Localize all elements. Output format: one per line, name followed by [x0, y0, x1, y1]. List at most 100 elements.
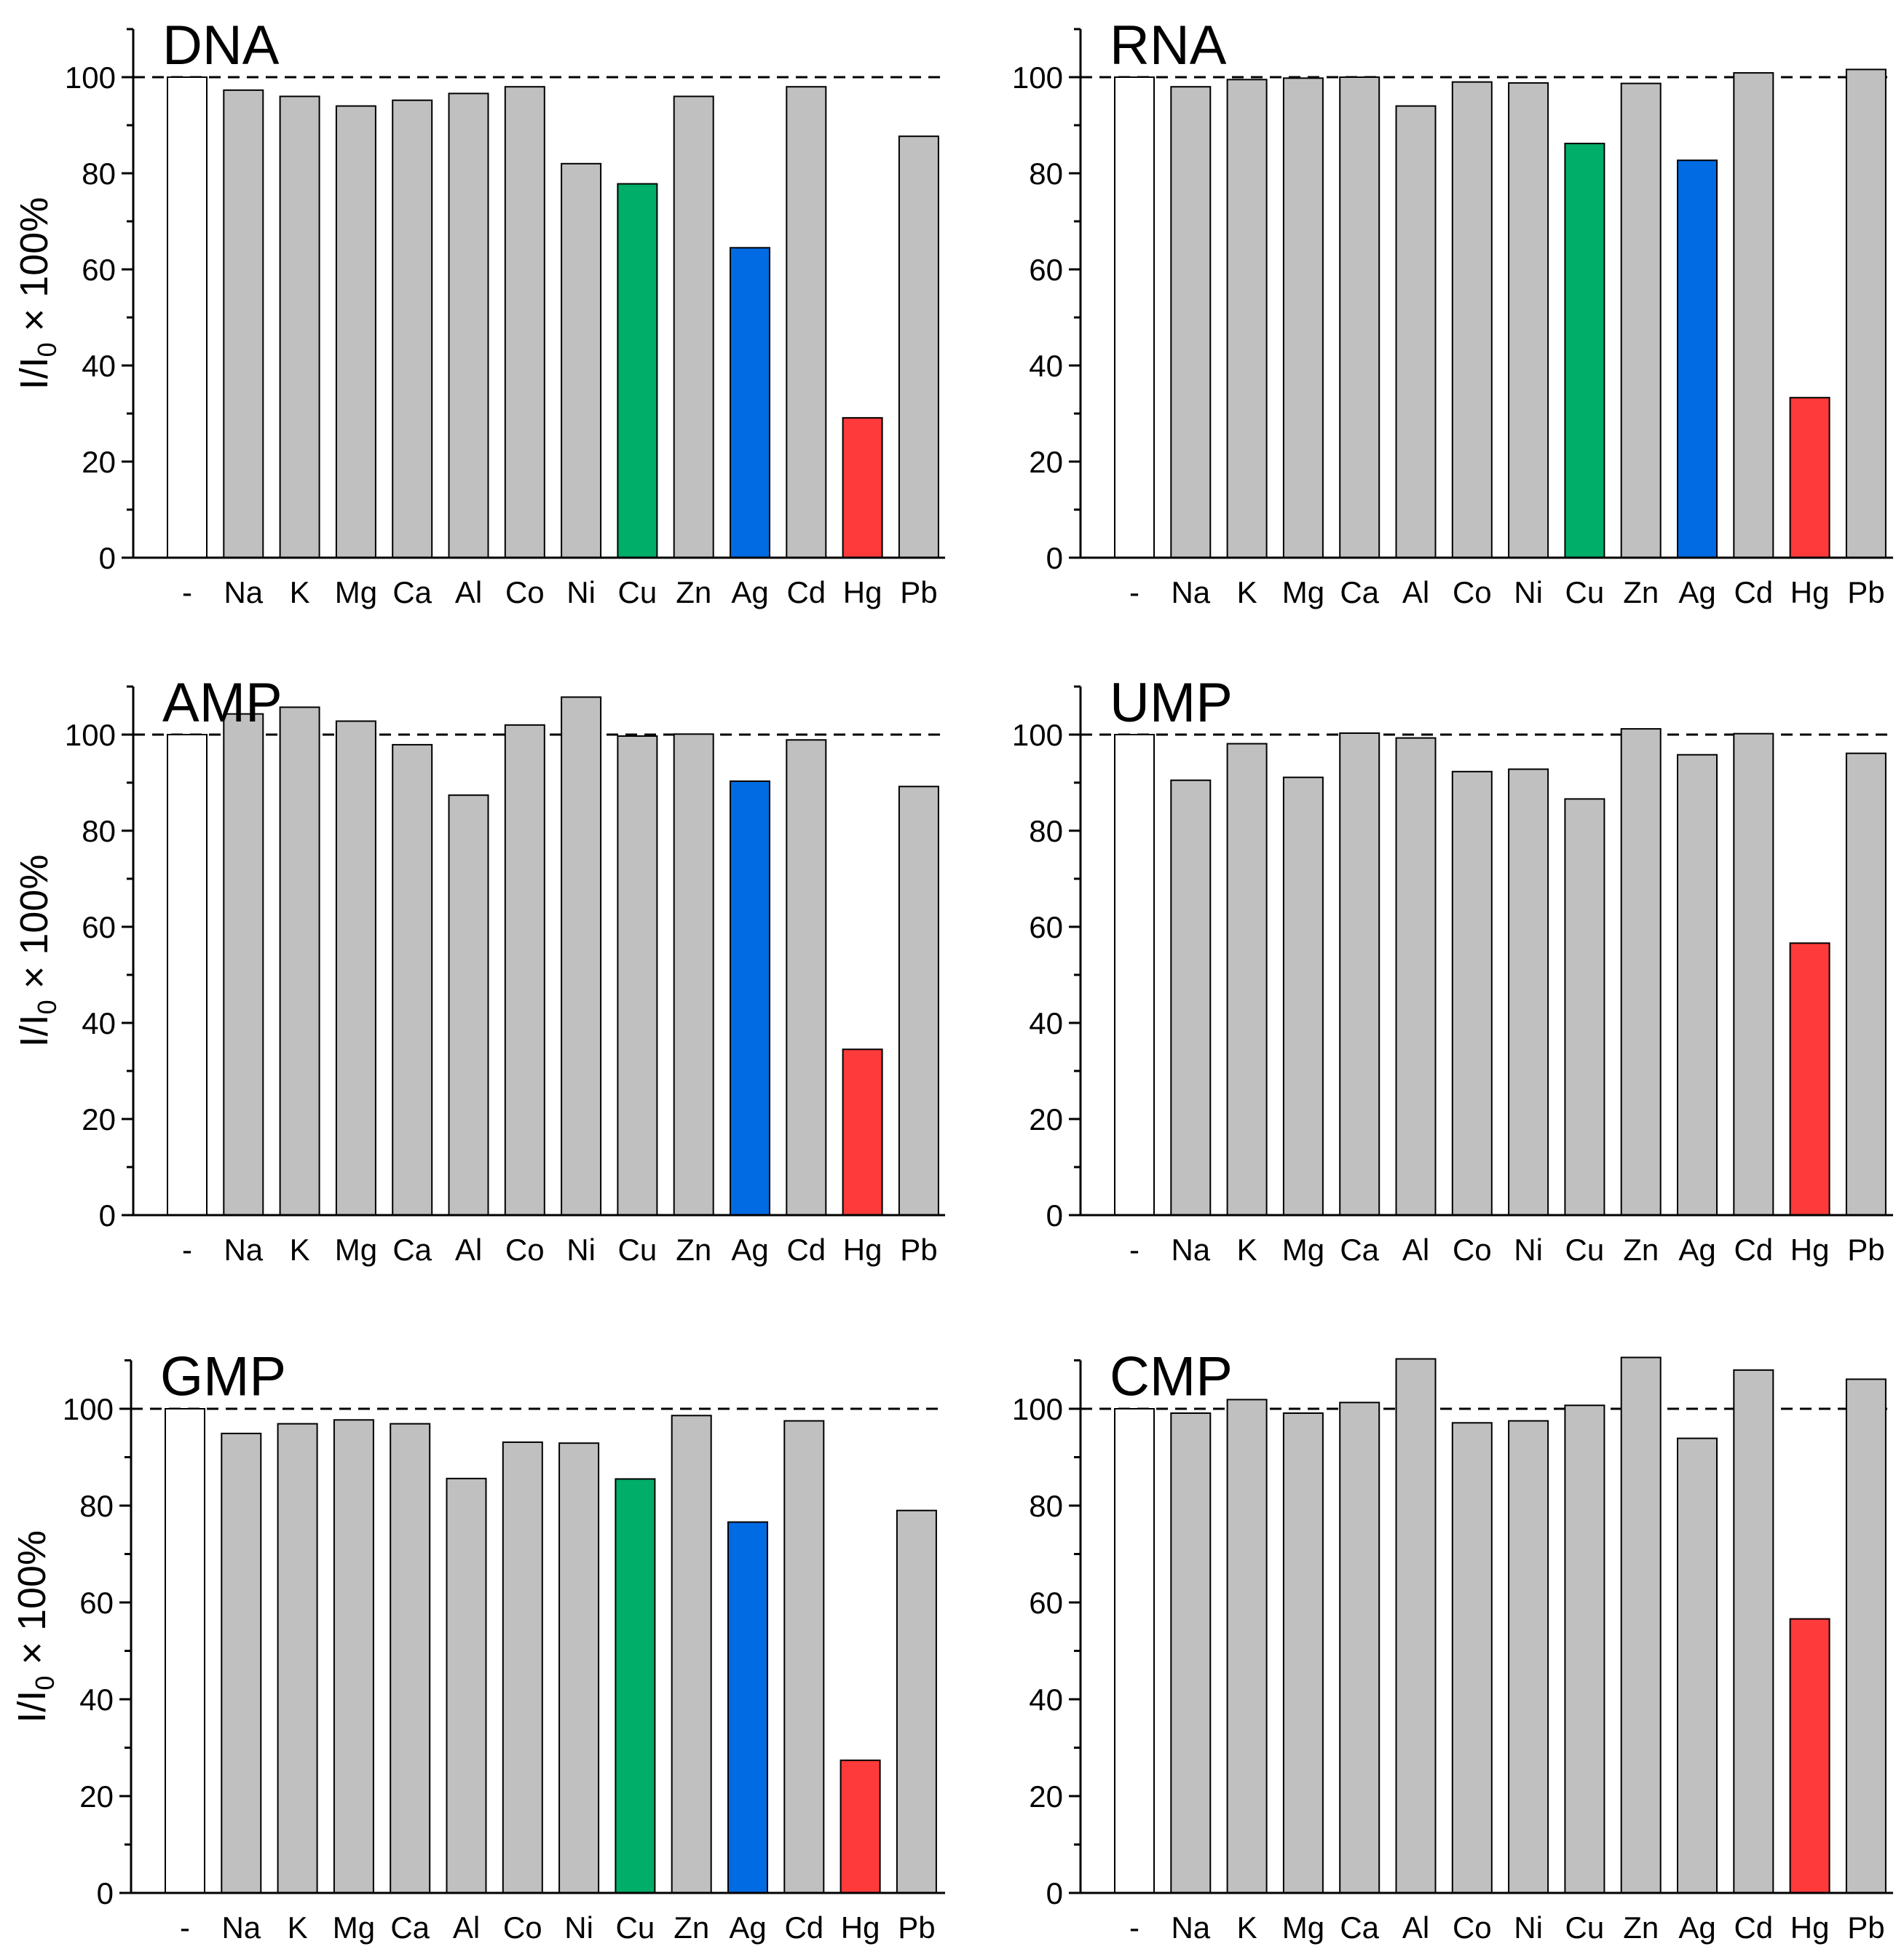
x-tick-label: Ag	[729, 1910, 766, 1945]
bar-ump-control	[1114, 734, 1155, 1216]
y-tick-label: 40	[79, 1683, 114, 1717]
x-tick-label: Ca	[1340, 1233, 1379, 1267]
bar-rna-cd	[1733, 72, 1774, 559]
bar-gmp-cu	[615, 1478, 656, 1894]
x-tick-label: Na	[1171, 1910, 1210, 1945]
x-tick-label: Cu	[618, 1233, 657, 1267]
x-tick-label: Na	[1171, 1233, 1210, 1267]
bar-dna-ca	[392, 99, 433, 558]
x-tick-label: Al	[455, 575, 482, 609]
bar-ump-al	[1395, 737, 1437, 1216]
panel-title: AMP	[162, 672, 283, 734]
bar-dna-k	[279, 95, 320, 558]
y-tick-label: 100	[65, 60, 116, 95]
y-tick-label: 100	[65, 718, 116, 752]
bar-cmp-control	[1114, 1408, 1155, 1894]
bar-rna-k	[1226, 79, 1268, 559]
x-tick-label: Cd	[786, 575, 826, 609]
x-tick-label: Cd	[784, 1910, 823, 1945]
bar-amp-zn	[673, 733, 714, 1216]
x-tick-label: Co	[505, 1233, 545, 1267]
bar-cmp-ca	[1339, 1401, 1380, 1894]
y-tick-label: 80	[1029, 157, 1063, 191]
x-tick-label: Co	[1453, 1233, 1492, 1267]
bar-amp-hg	[842, 1048, 883, 1217]
bar-dna-control	[167, 76, 208, 558]
x-tick-label: Co	[505, 575, 545, 609]
x-tick-label: Mg	[335, 575, 377, 609]
y-tick-label: 80	[1029, 814, 1063, 848]
bar-dna-co	[504, 86, 545, 558]
bar-rna-control	[1114, 76, 1155, 558]
x-tick-label: Pb	[898, 1910, 935, 1945]
bar-rna-na	[1170, 86, 1212, 558]
x-tick-label: Mg	[1282, 1910, 1324, 1945]
panel-title: UMP	[1110, 672, 1233, 734]
y-tick-label: 0	[1046, 541, 1063, 575]
bar-amp-ca	[392, 743, 433, 1216]
x-tick-label: Pb	[900, 575, 937, 609]
y-tick-label: 20	[1029, 445, 1063, 479]
bar-cmp-na	[1170, 1412, 1212, 1894]
bar-cmp-pb	[1845, 1378, 1887, 1894]
bar-cmp-zn	[1620, 1356, 1662, 1894]
bar-rna-hg	[1789, 397, 1830, 559]
bar-dna-al	[448, 92, 489, 558]
y-tick-label: 0	[99, 541, 116, 575]
bar-ump-zn	[1620, 728, 1662, 1216]
bar-amp-k	[279, 706, 320, 1216]
x-tick-label: Co	[503, 1910, 542, 1945]
bar-amp-ag	[730, 780, 770, 1216]
y-tick-label: 60	[79, 1586, 114, 1620]
panel-ump: - Na K Mg Ca Al Co Ni Cu Zn Ag Cd Hg Pb 0 20 40 60 80 100 UM…	[1012, 672, 1893, 1267]
x-tick-label: K	[1237, 1233, 1257, 1267]
bar-rna-al	[1395, 105, 1437, 559]
bar-gmp-hg	[840, 1759, 881, 1894]
x-tick-label: Co	[1453, 575, 1492, 609]
bar-gmp-control	[165, 1408, 205, 1894]
bar-gmp-ni	[558, 1442, 600, 1894]
bar-cmp-ni	[1508, 1420, 1549, 1894]
bar-gmp-co	[502, 1441, 543, 1894]
bar-amp-al	[448, 794, 489, 1216]
bar-dna-ag	[730, 247, 770, 558]
y-tick-label: 20	[1029, 1779, 1063, 1814]
x-tick-label: Hg	[1790, 1910, 1830, 1945]
x-tick-label: Cu	[1565, 1233, 1605, 1267]
x-tick-label: Al	[455, 1233, 482, 1267]
y-tick-label: 20	[82, 1102, 116, 1136]
bar-amp-mg	[335, 720, 376, 1216]
x-tick-label: Mg	[333, 1910, 375, 1945]
panel-title: RNA	[1110, 15, 1227, 76]
panel-cmp: - Na K Mg Ca Al Co Ni Cu Zn Ag Cd Hg Pb 0 20 40 60 80 100 CM…	[1012, 1346, 1893, 1945]
bar-dna-cu	[617, 183, 658, 558]
y-axis-label: I/I0 × 100%	[10, 1530, 60, 1723]
x-tick-label: Na	[224, 1233, 263, 1267]
x-tick-label: Ni	[566, 575, 596, 609]
bar-cmp-cu	[1564, 1404, 1605, 1894]
bar-cmp-co	[1451, 1422, 1493, 1894]
bar-cmp-k	[1226, 1399, 1268, 1894]
x-tick-label: Hg	[843, 1233, 882, 1267]
y-axis-label: I/I0 × 100%	[12, 855, 62, 1048]
x-tick-label: Al	[1402, 1910, 1429, 1945]
x-tick-label: Pb	[1847, 575, 1884, 609]
x-tick-label: Mg	[1282, 575, 1324, 609]
x-tick-label: Ni	[1514, 575, 1543, 609]
x-tick-label: Mg	[1282, 1233, 1324, 1267]
x-tick-label: Na	[221, 1910, 261, 1945]
y-tick-label: 40	[1029, 1006, 1063, 1040]
x-tick-label: Ag	[731, 1233, 768, 1267]
bar-dna-ni	[561, 162, 602, 559]
y-tick-label: 80	[1029, 1489, 1063, 1523]
y-tick-label: 60	[1029, 1586, 1063, 1620]
panel-title: DNA	[162, 15, 280, 76]
x-tick-label: K	[1237, 575, 1257, 609]
x-tick-label: Cd	[1734, 575, 1773, 609]
bar-gmp-k	[277, 1423, 318, 1894]
bar-gmp-ag	[727, 1521, 768, 1894]
x-tick-label: Na	[1171, 575, 1210, 609]
bar-rna-mg	[1282, 77, 1324, 559]
bar-dna-pb	[898, 135, 939, 558]
bar-cmp-mg	[1282, 1412, 1324, 1894]
